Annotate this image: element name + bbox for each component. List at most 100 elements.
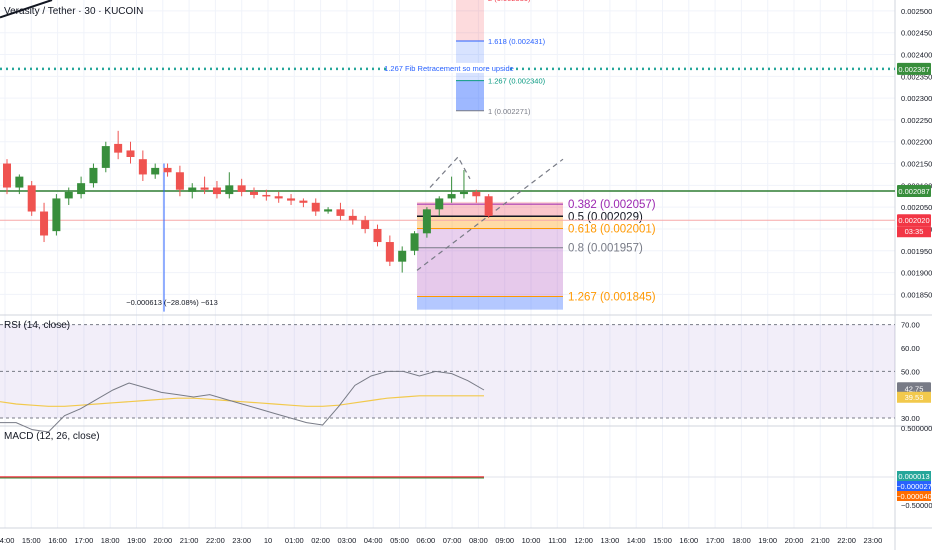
candle-body-up (188, 187, 197, 192)
candle-body-up (151, 167, 160, 175)
time-tick-label: 06:00 (416, 536, 435, 545)
price-tick-label: 0.002050 (901, 203, 932, 212)
fib-top-zone (456, 40, 484, 81)
badge-macd-1: 0.000013 (898, 472, 929, 481)
fib-top-zone (456, 80, 484, 111)
time-tick-label: 01:00 (285, 536, 304, 545)
price-tick-label: 0.002150 (901, 160, 932, 169)
fib-note-text: 1.267 Fib Retracement so more upside (384, 64, 514, 73)
badge-rsi-ma-bg (897, 391, 931, 403)
price-tick-label: 0.002400 (901, 51, 932, 60)
candle-body-down (361, 220, 370, 229)
time-tick-label: 12:00 (574, 536, 593, 545)
candle-body-up (398, 250, 407, 262)
time-tick-label: 02:00 (311, 536, 330, 545)
badge-last-bg (897, 214, 931, 227)
rsi-line (0, 370, 485, 433)
badge-macd-3-bg (897, 491, 931, 501)
time-tick-label: 19:00 (127, 536, 146, 545)
candle-body-down (126, 150, 135, 157)
time-tick-label: 15:00 (653, 536, 672, 545)
badge-hline-bg (897, 185, 931, 198)
time-tick-label: 18:00 (732, 536, 751, 545)
time-tick-label: 08:00 (469, 536, 488, 545)
candle-body-down (274, 196, 283, 199)
candle-body-down (175, 172, 184, 190)
candle-body-up (52, 198, 61, 232)
candle-body-down (311, 202, 320, 212)
badge-macd-2: −0.000027 (896, 482, 932, 491)
time-tick-label: 23:00 (864, 536, 883, 545)
fib-note-bg (388, 62, 510, 73)
time-tick-label: 19:00 (758, 536, 777, 545)
fib-top-label: 1.618 (0.002431) (488, 37, 546, 46)
candle-body-down (212, 187, 221, 195)
time-tick-label: 22:00 (837, 536, 856, 545)
fib-top-label: 2 (0.002530) (488, 0, 531, 3)
price-tick-label: 0.002350 (901, 72, 932, 81)
time-tick-label: 20:00 (153, 536, 172, 545)
price-tick-label: 0.002500 (901, 7, 932, 16)
candle-body-down (114, 143, 123, 153)
time-tick-label: 10 (264, 536, 272, 545)
badge-rsi-bg (897, 382, 931, 395)
candle-body-down (299, 200, 308, 203)
candle-body-down (385, 242, 394, 262)
time-tick-label: 05:00 (390, 536, 409, 545)
candle-body-up (422, 209, 431, 234)
candle-body-down (262, 194, 271, 197)
candle-body-down (138, 159, 147, 175)
time-tick-label: 09:00 (495, 536, 514, 545)
time-tick-label: 15:00 (22, 536, 41, 545)
badge-hline: 0.002087 (898, 187, 929, 196)
fib-level-label: 1.267 (0.001845) (568, 292, 656, 304)
rsi-pane-title: RSI (14, close) (4, 320, 71, 331)
badge-rsi-ma: 39.53 (905, 393, 924, 402)
candle-body-up (225, 185, 234, 195)
countdown-label: 03:35 (905, 227, 924, 236)
time-tick-label: 07:00 (443, 536, 462, 545)
badge-macd-1-bg (897, 471, 931, 481)
candle-body-down (40, 211, 49, 236)
macd-pane-title: MACD (12, 26, close) (4, 431, 100, 442)
price-tick-label: 0.001850 (901, 290, 932, 299)
fib-zone (417, 216, 563, 229)
fib-level-label: 0.618 (0.002001) (568, 224, 656, 236)
rsi-ma-line (0, 395, 484, 407)
candle-body-down (287, 198, 296, 201)
candle-body-down (163, 167, 172, 173)
candle-body-down (348, 215, 357, 221)
time-tick-label: 20:00 (785, 536, 804, 545)
fib-level-label: 0.382 (0.002057) (568, 199, 656, 211)
symbol-title: Verasity / Tether · 30 · KUCOIN (4, 6, 144, 17)
candle-body-down (200, 187, 209, 190)
projection-path (429, 155, 471, 188)
time-tick-label: 03:00 (338, 536, 357, 545)
time-tick-label: 21:00 (811, 536, 830, 545)
fib-zone (417, 247, 563, 297)
badge-last: 0.002020 (898, 216, 929, 225)
time-tick-label: 16:00 (48, 536, 67, 545)
time-tick-label: 13:00 (601, 536, 620, 545)
rsi-pane-bg (0, 315, 895, 425)
candle-body-down (336, 209, 345, 216)
candle-body-down (27, 185, 36, 212)
candle-body-down (237, 185, 246, 192)
badge-dotted: 0.002367 (898, 65, 929, 74)
candle-body-up (324, 209, 333, 212)
candle-body-up (89, 167, 98, 184)
candle-body-up (410, 233, 419, 251)
time-tick-label: 17:00 (706, 536, 725, 545)
candles (3, 130, 493, 273)
time-tick-label: 21:00 (180, 536, 199, 545)
candle-body-down (250, 191, 258, 195)
measure-label: −0.000613 (−28.08%) −613 (126, 298, 218, 307)
badge-rsi: 42.75 (905, 384, 924, 393)
candle-body-up (101, 146, 110, 168)
rsi-tick-label: 30.00 (901, 414, 920, 423)
fib-top-label: 1.267 (0.002340) (488, 77, 546, 86)
price-tick-label: 0.001950 (901, 247, 932, 256)
fib-top-zone (456, 0, 484, 41)
